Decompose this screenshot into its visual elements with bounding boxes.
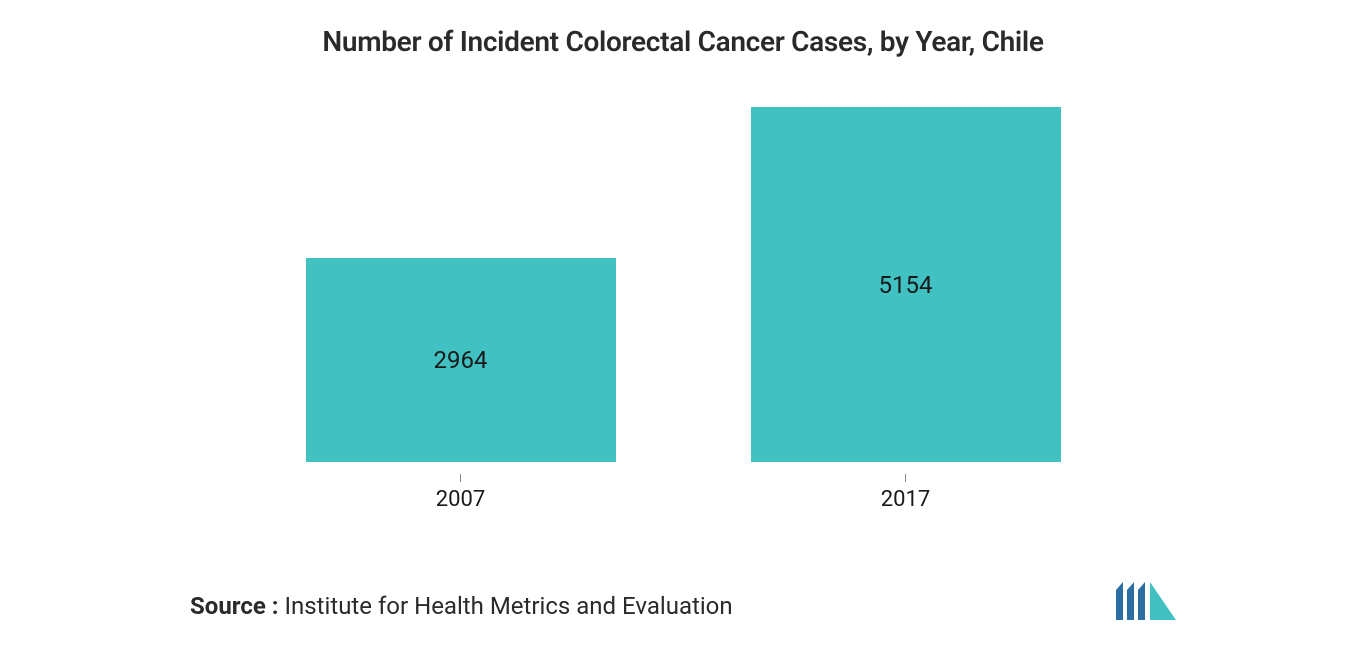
- bar-value-1: 5154: [879, 271, 933, 299]
- x-label-text-1: 2017: [881, 487, 930, 512]
- bar-2007: 2964: [306, 258, 616, 462]
- x-axis-labels: 2007 2017: [40, 474, 1326, 512]
- mi-logo-icon: [1116, 582, 1176, 620]
- chart-footer: Source : Institute for Health Metrics an…: [40, 562, 1326, 635]
- chart-container: Number of Incident Colorectal Cancer Cas…: [0, 0, 1366, 655]
- x-label-0: 2007: [306, 474, 616, 512]
- bar-2017: 5154: [751, 107, 1061, 462]
- x-label-1: 2017: [751, 474, 1061, 512]
- bar-value-0: 2964: [434, 346, 488, 374]
- bar-wrapper-1: 5154: [751, 107, 1061, 462]
- source-label: Source :: [190, 592, 279, 620]
- x-tick-1: [905, 474, 906, 482]
- source-text: Institute for Health Metrics and Evaluat…: [279, 592, 733, 620]
- plot-area: 2964 5154: [40, 93, 1326, 472]
- source-line: Source : Institute for Health Metrics an…: [190, 592, 733, 620]
- x-label-text-0: 2007: [436, 487, 485, 512]
- bar-wrapper-0: 2964: [306, 258, 616, 462]
- chart-title: Number of Incident Colorectal Cancer Cas…: [40, 25, 1326, 58]
- x-tick-0: [460, 474, 461, 482]
